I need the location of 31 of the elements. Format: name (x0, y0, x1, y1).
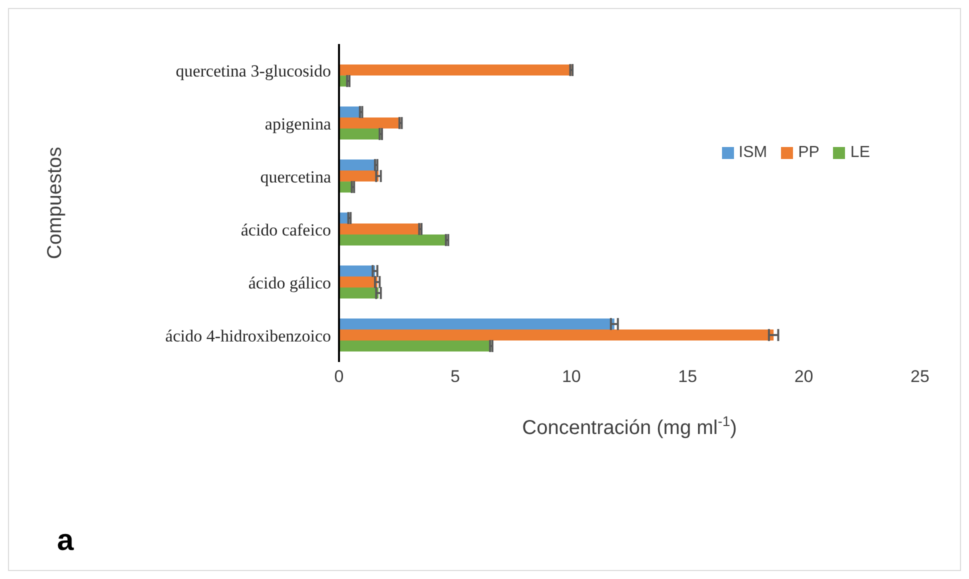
bar (339, 276, 378, 288)
bar (339, 330, 774, 341)
legend-label: ISM (738, 144, 768, 162)
x-tick-label: 25 (910, 367, 930, 386)
bar (339, 234, 448, 246)
y-tick-label: quercetina (260, 168, 332, 187)
y-tick-label: ácido gálico (248, 274, 331, 293)
bar (339, 128, 381, 140)
x-tick-label: 5 (450, 367, 460, 386)
bar (339, 224, 420, 235)
legend-label: LE (849, 144, 870, 162)
bar (339, 170, 379, 182)
x-tick-label: 0 (334, 367, 344, 386)
y-tick-label: quercetina 3-glucosido (176, 62, 331, 81)
bar (339, 318, 614, 330)
bar (339, 340, 492, 352)
y-axis-title: Compuestos (44, 146, 66, 260)
bar (339, 118, 401, 129)
y-tick-label: ácido 4-hidroxibenzoico (165, 326, 331, 346)
legend-label: PP (797, 144, 820, 162)
x-tick-label: 10 (562, 367, 581, 386)
y-tick-label: ácido cafeico (240, 220, 331, 240)
y-tick-label: apigenina (264, 114, 332, 134)
bar (339, 266, 376, 277)
text: a (57, 524, 74, 558)
bar (339, 64, 572, 76)
bar (339, 160, 376, 171)
bar (339, 288, 379, 299)
x-axis-title: Concentración (mg ml$^{-1}$) (522, 413, 737, 439)
x-tick-label: 15 (678, 367, 698, 386)
x-tick-label: 20 (794, 367, 814, 386)
